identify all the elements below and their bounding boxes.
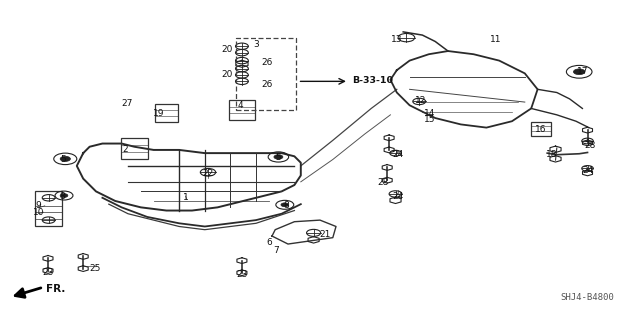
Bar <box>531 122 551 136</box>
Text: SHJ4-B4800: SHJ4-B4800 <box>561 293 614 302</box>
Text: 3: 3 <box>253 40 259 49</box>
Text: 18: 18 <box>546 150 557 159</box>
Text: 2: 2 <box>122 145 127 154</box>
Text: B-33-10: B-33-10 <box>352 76 393 85</box>
Text: FR.: FR. <box>46 284 65 294</box>
Text: 24: 24 <box>392 192 404 201</box>
Text: 9: 9 <box>36 201 41 210</box>
Text: 10: 10 <box>33 208 44 217</box>
Text: 23: 23 <box>236 270 248 279</box>
Text: 23: 23 <box>42 268 54 277</box>
Bar <box>229 100 255 120</box>
Circle shape <box>281 203 289 207</box>
Bar <box>155 104 177 122</box>
Text: 22: 22 <box>202 169 214 178</box>
Text: 27: 27 <box>121 99 132 108</box>
Bar <box>121 138 148 159</box>
Text: 5: 5 <box>276 153 281 162</box>
Text: 13: 13 <box>391 35 403 44</box>
Bar <box>35 191 62 226</box>
Circle shape <box>573 69 585 75</box>
Text: 12: 12 <box>415 96 427 105</box>
Text: 24: 24 <box>582 166 593 175</box>
Text: 11: 11 <box>490 35 502 44</box>
Text: 14: 14 <box>424 109 436 118</box>
Text: 26: 26 <box>262 80 273 89</box>
Text: 20: 20 <box>221 45 233 54</box>
Text: 24: 24 <box>392 150 404 159</box>
Circle shape <box>60 194 68 197</box>
Text: 26: 26 <box>262 58 273 67</box>
Text: 8: 8 <box>284 201 289 210</box>
Text: 20: 20 <box>221 70 233 79</box>
Text: 28: 28 <box>584 141 596 150</box>
Text: 16: 16 <box>535 125 547 134</box>
Text: 1: 1 <box>183 193 188 202</box>
Circle shape <box>60 156 70 161</box>
Text: 28: 28 <box>377 178 388 187</box>
Text: 6: 6 <box>266 238 271 247</box>
Text: 8: 8 <box>60 192 65 201</box>
Text: 21: 21 <box>319 230 331 239</box>
Text: 4: 4 <box>237 101 243 110</box>
Bar <box>236 38 296 110</box>
Text: 17: 17 <box>577 67 588 76</box>
Text: 19: 19 <box>153 109 164 118</box>
Text: 25: 25 <box>89 264 100 273</box>
Text: 15: 15 <box>424 115 436 124</box>
Text: 7: 7 <box>274 246 279 255</box>
Text: 5: 5 <box>60 155 65 164</box>
Circle shape <box>274 155 283 159</box>
